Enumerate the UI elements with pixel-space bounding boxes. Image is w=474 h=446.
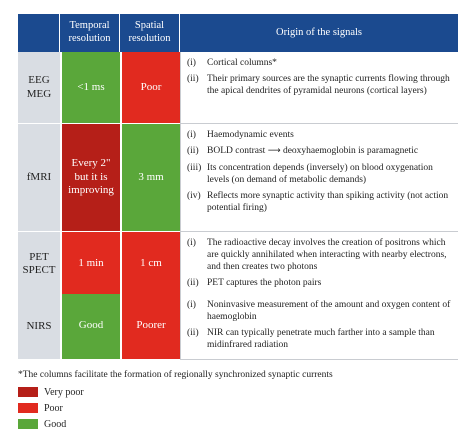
spatial-cell-nirs: Poorer [120, 294, 180, 360]
header-temporal-line1: Temporal [69, 20, 110, 32]
row-label-eeg-meg: EEG MEG [18, 52, 60, 124]
header-spatial-line1: Spatial [134, 20, 165, 32]
temporal-cell-fmri: Every 2" but it is improving [60, 124, 120, 232]
row-label-line2: MEG [26, 87, 52, 100]
spatial-value: 1 cm [140, 257, 162, 270]
list-item: (iii) Its concentration depends (inversel… [187, 162, 454, 186]
spatial-value: 3 mm [138, 170, 164, 183]
list-item: (ii) NIR can typically penetrate much far… [187, 327, 454, 351]
origin-cell-nirs: (i) Noninvasive measurement of the amount… [180, 294, 458, 360]
header-spatial-line2: resolution [128, 33, 171, 44]
temporal-line3: improving [68, 184, 114, 197]
item-text: The radioactive decay involves the creat… [207, 238, 447, 273]
row-label-line2: SPECT [22, 264, 56, 277]
legend-swatch-poor [18, 403, 38, 413]
origin-cell-eeg-meg: (i) Cortical columns* (ii) Their primary s… [180, 52, 458, 124]
header-temporal-resolution: Temporal resolution [60, 14, 120, 52]
item-number: (i) [187, 300, 196, 310]
table-row-pet-spect: PET SPECT 1 min 1 cm (i) The radioactive … [18, 232, 458, 298]
long-right-arrow-icon: ⟶ [267, 146, 281, 157]
row-label-line1: PET [29, 251, 49, 264]
temporal-line1: Every 2" [71, 156, 111, 169]
item-number: (ii) [187, 278, 199, 289]
item-number: (i) [187, 58, 196, 68]
temporal-value: 1 min [78, 257, 104, 270]
list-item: (i) The radioactive decay involves the cr… [187, 237, 454, 273]
legend-swatch-good [18, 419, 38, 429]
row-label-fmri: fMRI [18, 124, 60, 232]
item-number: (i) [187, 130, 196, 140]
row-label-pet-spect: PET SPECT [18, 232, 60, 298]
item-text-part-b: deoxyhaemoglobin is paramagnetic [282, 146, 419, 157]
header-temporal-line2: resolution [68, 33, 111, 44]
list-item: (i) Haemodynamic events [187, 129, 454, 141]
temporal-cell-pet-spect: 1 min [60, 232, 120, 298]
origin-cell-fmri: (i) Haemodynamic events (ii) BOLD contrast… [180, 124, 458, 232]
legend-item-poor: Poor [18, 400, 84, 416]
spatial-value: Poorer [136, 319, 166, 332]
row-label-line1: NIRS [26, 319, 52, 332]
temporal-value: Good [78, 319, 104, 332]
list-item: (ii) PET captures the photon pairs [187, 277, 454, 289]
legend-label: Good [44, 418, 67, 430]
comparison-table: Temporal resolution Spatial resolution Ori… [18, 14, 458, 360]
table-footnote: *The columns facilitate the formation of… [18, 370, 333, 380]
item-number: (iii) [187, 162, 202, 173]
spatial-cell-fmri: 3 mm [120, 124, 180, 232]
item-number: (iv) [187, 190, 201, 201]
table-row-eeg-meg: EEG MEG <1 ms Poor (i) Cortical columns* … [18, 52, 458, 124]
legend-label: Poor [44, 402, 63, 414]
list-item: (ii) Their primary sources are the synapt… [187, 73, 454, 97]
color-legend: Very poor Poor Good [18, 384, 84, 432]
item-text: BOLD contrast ⟶ deoxyhaemoglobin is para… [207, 145, 454, 158]
legend-item-good: Good [18, 416, 84, 432]
table-row-nirs: NIRS Good Poorer (i) Noninvasive measurem… [18, 294, 458, 360]
list-item: (ii) BOLD contrast ⟶ deoxyhaemoglobin is … [187, 145, 454, 158]
item-text: Cortical columns* [207, 58, 277, 68]
spatial-cell-pet-spect: 1 cm [120, 232, 180, 298]
item-number: (i) [187, 238, 196, 248]
spatial-cell-eeg-meg: Poor [120, 52, 180, 124]
legend-item-very-poor: Very poor [18, 384, 84, 400]
header-spatial-resolution: Spatial resolution [120, 14, 180, 52]
table-header: Temporal resolution Spatial resolution Ori… [18, 14, 458, 52]
legend-label: Very poor [44, 386, 84, 398]
origin-cell-pet-spect: (i) The radioactive decay involves the cr… [180, 232, 458, 298]
temporal-cell-nirs: Good [60, 294, 120, 360]
item-text: PET captures the photon pairs [207, 278, 322, 289]
item-text: Haemodynamic events [207, 130, 294, 140]
legend-swatch-very-poor [18, 387, 38, 397]
spatial-value: Poor [140, 80, 162, 93]
item-text: Their primary sources are the synaptic c… [207, 74, 450, 97]
item-text: Its concentration depends (inversely) on… [207, 162, 433, 185]
header-origin: Origin of the signals [180, 14, 458, 52]
item-number: (ii) [187, 146, 199, 157]
item-text-part-a: BOLD contrast [207, 146, 266, 157]
temporal-cell-eeg-meg: <1 ms [60, 52, 120, 124]
row-label-line1: fMRI [26, 170, 52, 183]
item-text: Reflects more synaptic activity than spi… [207, 190, 449, 214]
item-number: (ii) [187, 74, 199, 85]
temporal-line2: but it is [74, 170, 108, 183]
list-item: (iv) Reflects more synaptic activity than… [187, 190, 454, 214]
temporal-value: <1 ms [77, 80, 105, 93]
list-item: (i) Noninvasive measurement of the amount… [187, 299, 454, 323]
list-item: (i) Cortical columns* [187, 57, 454, 69]
item-text: Noninvasive measurement of the amount an… [207, 300, 451, 323]
row-label-line1: EEG [28, 74, 50, 87]
item-text: NIR can typically penetrate much farther… [207, 328, 435, 351]
table-row-fmri: fMRI Every 2" but it is improving 3 mm (… [18, 124, 458, 232]
row-label-nirs: NIRS [18, 294, 60, 360]
header-blank [18, 14, 60, 52]
item-number: (ii) [187, 328, 199, 339]
